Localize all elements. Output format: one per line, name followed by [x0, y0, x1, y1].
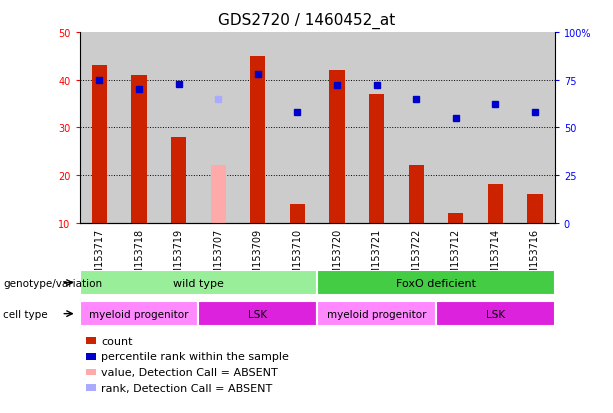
Bar	[250, 57, 265, 223]
Bar	[476, 33, 515, 223]
Text: percentile rank within the sample: percentile rank within the sample	[101, 351, 289, 361]
Bar	[436, 33, 476, 223]
Bar	[515, 33, 555, 223]
Text: genotype/variation: genotype/variation	[3, 278, 102, 288]
Bar	[211, 166, 226, 223]
Text: GDS2720 / 1460452_at: GDS2720 / 1460452_at	[218, 12, 395, 28]
Text: LSK: LSK	[486, 309, 505, 319]
Text: FoxO deficient: FoxO deficient	[396, 278, 476, 288]
Bar	[199, 33, 238, 223]
Bar	[409, 166, 424, 223]
Bar	[448, 214, 463, 223]
Text: wild type: wild type	[173, 278, 224, 288]
Bar	[397, 33, 436, 223]
Bar	[357, 33, 397, 223]
Bar	[318, 33, 357, 223]
Bar	[171, 138, 186, 223]
Text: rank, Detection Call = ABSENT: rank, Detection Call = ABSENT	[101, 383, 272, 393]
Bar	[80, 33, 120, 223]
Bar	[199, 301, 318, 326]
Bar	[527, 195, 543, 223]
Text: myeloid progenitor: myeloid progenitor	[89, 309, 189, 319]
Bar	[436, 301, 555, 326]
Text: cell type: cell type	[3, 309, 48, 319]
Text: value, Detection Call = ABSENT: value, Detection Call = ABSENT	[101, 367, 278, 377]
Bar	[159, 33, 199, 223]
Bar	[80, 271, 318, 295]
Bar	[92, 66, 107, 223]
Bar	[80, 301, 199, 326]
Bar	[238, 33, 278, 223]
Bar	[318, 301, 436, 326]
Text: LSK: LSK	[248, 309, 267, 319]
Bar	[120, 33, 159, 223]
Bar	[290, 204, 305, 223]
Bar	[329, 71, 345, 223]
Text: myeloid progenitor: myeloid progenitor	[327, 309, 427, 319]
Bar	[131, 76, 147, 223]
Bar	[278, 33, 318, 223]
Bar	[318, 271, 555, 295]
Bar	[488, 185, 503, 223]
Bar	[369, 95, 384, 223]
Text: count: count	[101, 336, 132, 346]
